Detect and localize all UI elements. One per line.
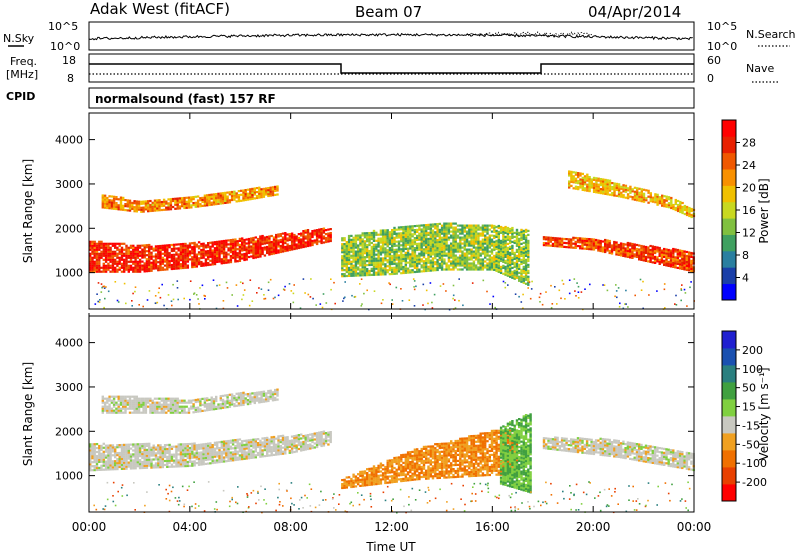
cbar-swatch-2 [722, 250, 736, 268]
ytick-label-3: 1000 [55, 470, 83, 483]
echo-region-3 [499, 413, 532, 494]
cbar-swatch-0 [722, 283, 736, 301]
cbar-tick-6: 4 [742, 272, 749, 285]
ytick-label-0: 4000 [55, 134, 83, 147]
power-colorbar: 28 24 20 16 12 8 4 [721, 119, 756, 301]
nave-tick-high: 60 [707, 54, 721, 67]
nave-label: Nave [746, 62, 774, 75]
cbar-swatch-6 [722, 185, 736, 203]
time-axis: 00:00 04:00 08:00 12:00 16:00 20:00 00:00 [72, 113, 712, 534]
cbar-swatch-4 [722, 218, 736, 235]
near-range-speckle [94, 278, 695, 311]
cbar-tick-7: -200 [742, 476, 767, 489]
echo-region-2 [341, 222, 530, 286]
xtick-label-4: 16:00 [475, 520, 510, 534]
cbar-swatch-9 [722, 331, 736, 349]
velocity-ylabel: Slant Range [km] [21, 362, 35, 466]
freq-label-2: [MHz] [6, 68, 38, 81]
echo-region-4 [568, 170, 696, 219]
cbar-tick-4: 12 [742, 227, 756, 240]
cpid-panel [88, 87, 695, 109]
power-panel [88, 112, 695, 310]
ytick-label-3: 1000 [55, 267, 83, 280]
freq-panel [88, 53, 695, 83]
cbar-tick-1: 100 [742, 363, 763, 376]
cbar-swatch-3 [722, 234, 736, 252]
nsky-tick-high: 10^5 [48, 20, 78, 33]
xtick-label-5: 20:00 [576, 520, 611, 534]
cbar-swatch-7 [722, 169, 736, 186]
nave-tick-low: 0 [707, 72, 714, 85]
noise-panel [88, 21, 695, 51]
noise-trace [88, 31, 693, 41]
cbar-swatch-8 [722, 152, 736, 170]
velocity-colorbar: 200 100 50 15 -15 -50 -100 -200 [721, 330, 767, 502]
power-heatmap [89, 170, 696, 311]
nsearch-label: N.Search [746, 28, 796, 41]
cbar-swatch-7 [722, 365, 736, 383]
xtick-label-6: 00:00 [677, 520, 712, 534]
cbar-tick-3: 15 [742, 401, 756, 414]
xtick-label-2: 08:00 [273, 520, 308, 534]
cbar-swatch-10 [722, 120, 736, 137]
cbar-swatch-4 [722, 416, 736, 434]
nsky-tick-low: 10^0 [50, 40, 80, 53]
cbar-tick-2: 50 [742, 382, 756, 395]
cbar-swatch-1 [722, 467, 736, 485]
freq-tick-low: 8 [67, 72, 74, 85]
freq-label-1: Freq. [10, 55, 37, 68]
cbar-swatch-2 [722, 450, 736, 468]
ytick-label-1: 3000 [55, 178, 83, 191]
ytick-label-2: 2000 [55, 425, 83, 438]
freq-tick-high: 18 [62, 54, 76, 67]
cbar-tick-3: 16 [742, 204, 756, 217]
xtick-label-3: 12:00 [374, 520, 409, 534]
cbar-tick-0: 28 [742, 137, 756, 150]
power-ylabel: Slant Range [km] [21, 159, 35, 263]
cbar-tick-2: 20 [742, 182, 756, 195]
velocity-heatmap [89, 388, 695, 514]
cbar-swatch-6 [722, 382, 736, 400]
cbar-swatch-3 [722, 433, 736, 451]
cbar-swatch-9 [722, 136, 736, 154]
echo-region-0 [89, 430, 332, 472]
echo-region-3 [542, 236, 695, 273]
ytick-label-1: 3000 [55, 381, 83, 394]
freq-trace [89, 63, 694, 74]
cbar-tick-5: -50 [742, 438, 760, 451]
station-title: Adak West (fitACF) [90, 0, 230, 18]
echo-region-1 [101, 185, 279, 213]
xtick-label-1: 04:00 [173, 520, 208, 534]
cbar-swatch-0 [722, 484, 736, 502]
nsky-label: N.Sky [3, 32, 35, 45]
power-y-axis: 4000 3000 2000 1000 [55, 134, 694, 280]
power-cbar-label: Power [dB] [757, 178, 771, 243]
velocity-y-axis: 4000 3000 2000 1000 [55, 337, 694, 483]
cbar-tick-0: 200 [742, 344, 763, 357]
time-axis-label: Time UT [365, 540, 416, 554]
velocity-cbar-label: Velocity [m s⁻¹] [757, 367, 771, 460]
nsearch-tick-low: 10^0 [707, 40, 737, 53]
beam-title: Beam 07 [355, 3, 422, 21]
cbar-swatch-1 [722, 267, 736, 285]
echo-region-0 [89, 227, 332, 273]
cbar-swatch-5 [722, 201, 736, 219]
echo-region-2 [341, 429, 519, 490]
date-title: 04/Apr/2014 [588, 3, 681, 21]
xtick-label-0: 00:00 [72, 520, 107, 534]
cpid-text: normalsound (fast) 157 RF [95, 92, 276, 106]
echo-region-4 [542, 436, 695, 472]
cbar-tick-1: 24 [742, 159, 756, 172]
cpid-label: CPID [6, 90, 35, 103]
cbar-swatch-8 [722, 348, 736, 366]
ytick-label-0: 4000 [55, 337, 83, 350]
nsearch-tick-high: 10^5 [707, 20, 737, 33]
ytick-label-2: 2000 [55, 222, 83, 235]
cbar-tick-6: -100 [742, 457, 767, 470]
cbar-tick-4: -15 [742, 419, 760, 432]
cbar-swatch-5 [722, 399, 736, 417]
echo-region-1 [101, 388, 279, 414]
cbar-tick-5: 8 [742, 249, 749, 262]
